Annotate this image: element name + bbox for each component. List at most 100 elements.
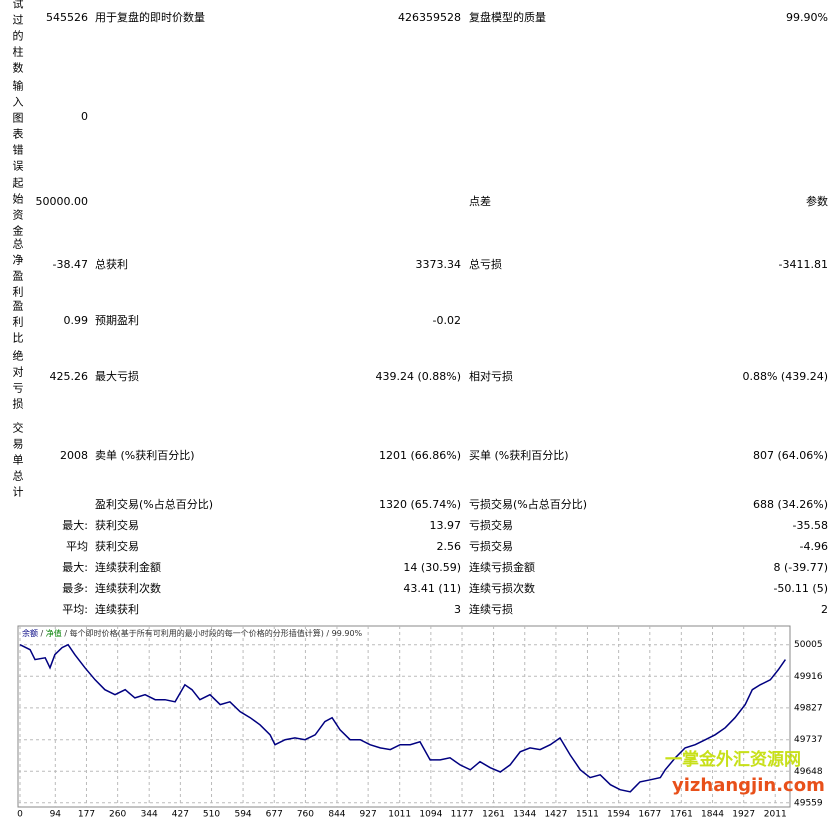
watermark-title: 一掌金外汇资源网 <box>665 749 801 770</box>
x-tick-label: 677 <box>266 810 283 820</box>
x-tick-label: 844 <box>328 810 345 820</box>
x-tick-label: 1261 <box>482 810 505 820</box>
y-tick-label: 50005 <box>794 640 823 650</box>
row-value: 0.99 <box>63 314 89 327</box>
field-value: 43.41 (11) <box>403 582 461 595</box>
field-value: 688 (34.26%) <box>752 498 828 511</box>
field-label: 盈利交易(%占总百分比) <box>95 498 214 511</box>
field-label: 亏损交易 <box>469 519 513 532</box>
field-label: 买单 (%获利百分比) <box>469 449 569 462</box>
row-value: 平均: <box>62 603 88 616</box>
chart-quality: 99.90% <box>332 629 363 638</box>
x-tick-label: 1177 <box>451 810 474 820</box>
watermark-url: yizhangjin.com <box>672 775 825 796</box>
field-value: -35.58 <box>792 519 828 532</box>
x-tick-label: 1427 <box>544 810 567 820</box>
field-label: 预期盈利 <box>95 314 139 327</box>
separator: / <box>41 629 46 638</box>
field-label: 连续亏损 <box>469 603 513 616</box>
field-value: -50.11 (5) <box>773 582 828 595</box>
row-value: 545526 <box>46 11 88 24</box>
x-tick-label: 1094 <box>419 810 442 820</box>
field-label: 亏损交易(%占总百分比) <box>469 498 588 511</box>
x-tick-label: 2011 <box>764 810 787 820</box>
row-value: 425.26 <box>49 370 89 383</box>
field-label: 获利交易 <box>95 540 139 553</box>
field-value: 1320 (65.74%) <box>378 498 461 511</box>
field-label: 连续亏损次数 <box>469 582 535 595</box>
chart-header: 余额 / 净值 / 每个即时价格(基于所有可利用的最小时段的每一个价格的分形插值… <box>22 628 363 638</box>
x-tick-label: 1511 <box>576 810 599 820</box>
y-tick-label: 49559 <box>794 798 823 808</box>
field-value: 参数 <box>806 195 828 208</box>
field-value: -0.02 <box>432 314 461 327</box>
side-label: 起始资金 <box>11 177 24 241</box>
legend-equity: 净值 <box>46 628 65 638</box>
side-label: 输入图表错误 <box>11 80 24 176</box>
field-value: 14 (30.59) <box>403 561 461 574</box>
field-label: 获利交易 <box>95 519 139 532</box>
field-value: 3 <box>454 603 461 616</box>
field-label: 连续亏损金额 <box>469 561 535 574</box>
field-value: 2 <box>821 603 828 616</box>
field-label: 最大亏损 <box>95 370 139 383</box>
separator: / <box>326 629 331 638</box>
field-label: 用于复盘的即时价数量 <box>95 11 205 24</box>
x-tick-label: 177 <box>78 810 95 820</box>
x-tick-label: 94 <box>50 810 62 820</box>
field-label: 复盘模型的质量 <box>469 11 546 24</box>
field-label: 亏损交易 <box>469 540 513 553</box>
x-tick-label: 1927 <box>732 810 755 820</box>
field-label: 连续获利金额 <box>95 561 161 574</box>
row-value: 2008 <box>60 449 88 462</box>
x-tick-label: 1344 <box>513 810 536 820</box>
row-value: 0 <box>81 110 88 123</box>
field-value: -3411.81 <box>778 258 828 271</box>
x-tick-label: 260 <box>109 810 126 820</box>
x-tick-label: 1677 <box>638 810 661 820</box>
x-tick-label: 427 <box>172 810 189 820</box>
x-tick-label: 760 <box>297 810 314 820</box>
field-value: 807 (64.06%) <box>752 449 828 462</box>
field-label: 相对亏损 <box>469 370 513 383</box>
row-value: -38.47 <box>52 258 88 271</box>
x-tick-label: 1844 <box>701 810 724 820</box>
field-value: -4.96 <box>799 540 828 553</box>
x-tick-label: 1011 <box>388 810 411 820</box>
y-tick-label: 49737 <box>794 735 823 745</box>
x-tick-label: 594 <box>234 810 251 820</box>
row-value: 50000.00 <box>35 195 89 208</box>
y-tick-label: 49648 <box>794 767 823 777</box>
balance-line <box>19 643 787 793</box>
field-value: 13.97 <box>429 519 462 532</box>
side-label: 绝对亏损 <box>11 350 24 414</box>
field-value: 3373.34 <box>415 258 462 271</box>
row-value: 最多: <box>62 582 88 595</box>
field-value: 439.24 (0.88%) <box>375 370 461 383</box>
y-tick-label: 49827 <box>794 703 823 713</box>
field-label: 卖单 (%获利百分比) <box>95 449 195 462</box>
field-label: 连续获利 <box>95 603 139 616</box>
field-value: 426359528 <box>398 11 461 24</box>
side-label: 交易单总计 <box>11 422 24 502</box>
side-label: 试过的柱数 <box>11 0 24 78</box>
field-label: 总亏损 <box>469 258 502 271</box>
row-value: 平均 <box>66 540 88 553</box>
side-label: 总净盈利 <box>11 238 24 302</box>
y-tick-label: 49916 <box>794 672 823 682</box>
legend-balance: 余额 <box>22 628 41 638</box>
field-value: 2.56 <box>436 540 462 553</box>
x-tick-label: 1594 <box>607 810 630 820</box>
row-value: 最大: <box>62 519 88 532</box>
chart-subtitle: 每个即时价格(基于所有可利用的最小时段的每一个价格的分形插值计算) <box>70 628 327 638</box>
field-value: 0.88% (439.24) <box>742 370 828 383</box>
x-tick-label: 510 <box>203 810 220 820</box>
field-value: 1201 (66.86%) <box>378 449 461 462</box>
x-tick-label: 0 <box>17 810 23 820</box>
separator: / <box>64 629 69 638</box>
field-value: 8 (-39.77) <box>773 561 828 574</box>
field-label: 点差 <box>469 195 491 208</box>
field-label: 连续获利次数 <box>95 582 161 595</box>
